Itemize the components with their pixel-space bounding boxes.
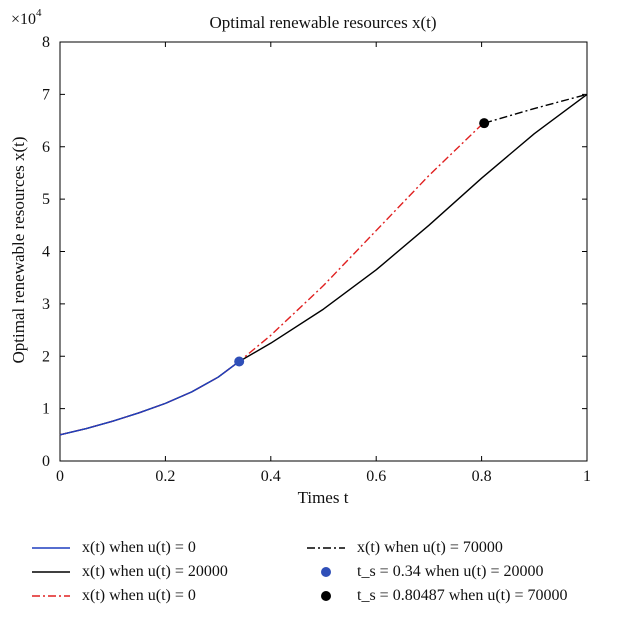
switch-point-1 [234,356,245,367]
legend-label: x(t) when u(t) = 20000 [82,563,228,580]
legend-symbol [32,547,70,549]
legend-symbol [321,591,331,601]
axes-layer: 0 0.2 0.4 0.6 0.8 1 0 1 2 3 4 5 6 7 8 [42,34,591,485]
chart: 0 0.2 0.4 0.6 0.8 1 0 1 2 3 4 5 6 7 8 Optimal renewabl… [9,7,591,507]
x-tick-label: 0.8 [472,468,492,485]
legend-symbol [32,571,70,573]
legend-dot-swatch [321,567,331,577]
legend-item: t_s = 0.80487 when u(t) = 70000 [305,585,567,607]
series-line-4 [483,93,588,124]
legend-label: x(t) when u(t) = 70000 [357,539,503,556]
legend-label: x(t) when u(t) = 0 [82,587,196,604]
legend-item: x(t) when u(t) = 70000 [305,537,503,559]
legend-item: x(t) when u(t) = 0 [30,585,196,607]
plot-area [59,41,588,462]
y-tick-label: 2 [42,348,50,365]
y-tick-label: 3 [42,296,50,313]
legend-item: t_s = 0.34 when u(t) = 20000 [305,561,543,583]
y-tick-label: 6 [42,139,50,156]
legend-symbol [307,547,345,549]
y-tick-label: 0 [42,453,50,470]
legend-label: t_s = 0.80487 when u(t) = 70000 [357,587,568,604]
chart-title: Optimal renewable resources x(t) [209,13,436,32]
x-tick-label: 0.2 [155,468,175,485]
y-scale-exponent: 4 [36,7,42,19]
plot-frame [59,41,588,462]
legend-item: x(t) when u(t) = 0 [30,537,196,559]
x-tick-label: 0.6 [366,468,386,485]
switch-point-2 [479,118,490,129]
y-scale-base: ×10 [11,11,36,28]
y-tick-label: 1 [42,401,50,418]
y-tick-label: 4 [42,244,50,261]
x-axis-label: Times t [298,488,349,507]
legend-symbol [32,595,70,597]
legend: x(t) when u(t) = 0 x(t) when u(t) = 20000… [0,537,633,617]
y-tick-label: 5 [42,191,50,208]
x-tick-label: 0 [56,468,64,485]
series-line-1 [59,360,240,436]
legend-label: t_s = 0.34 when u(t) = 20000 [357,563,544,580]
legend-item: x(t) when u(t) = 20000 [30,561,228,583]
y-tick-label: 8 [42,34,50,51]
points-layer [234,118,490,367]
legend-dot-swatch [321,591,331,601]
legend-label: x(t) when u(t) = 0 [82,539,196,556]
y-scale-label: ×104 [11,7,42,28]
y-tick-label: 7 [42,86,50,103]
legend-symbol [321,567,331,577]
y-axis-label: Optimal renewable resources x(t) [9,136,28,363]
x-tick-label: 1 [583,468,591,485]
x-tick-label: 0.4 [261,468,281,485]
